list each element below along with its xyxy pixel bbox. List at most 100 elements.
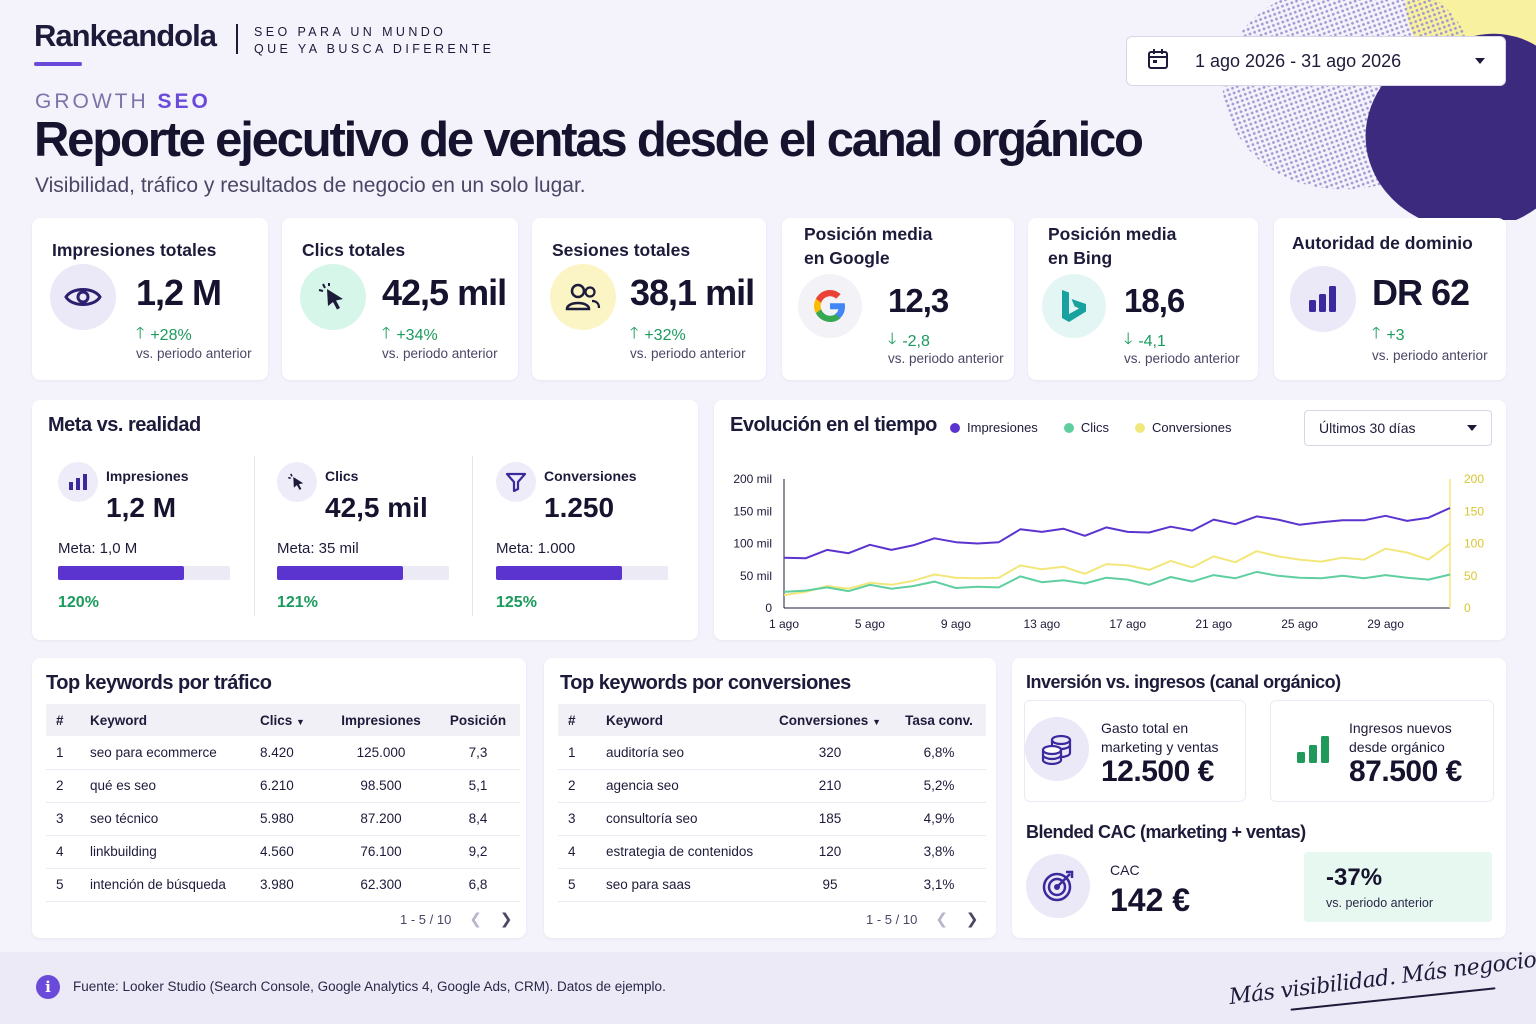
google-icon — [798, 274, 862, 338]
kpi-card-sessions: Sesiones totales 38,1 mil 🡑 +32% vs. peri… — [532, 218, 766, 380]
pagination-range: 1 - 5 / 10 — [866, 911, 918, 927]
table-cell: 120 — [768, 835, 892, 869]
table-cell: 1 — [558, 736, 596, 770]
table-cell: 5,2% — [892, 769, 986, 803]
table-cell: linkbuilding — [80, 835, 250, 869]
kpi-delta: 🡑 +34% — [382, 322, 438, 349]
table-header-row: # Keyword Conversiones ▼ Tasa conv. — [558, 704, 986, 736]
tagline: SEO PARA UN MUNDO QUE YA BUSCA DIFERENTE — [254, 24, 494, 58]
table-cell: 5.980 — [250, 802, 326, 836]
table-row[interactable]: 2 qué es seo 6.210 98.500 5,1 — [46, 769, 520, 803]
x-tick-label: 5 ago — [855, 617, 885, 631]
y-tick-label-right: 0 — [1464, 601, 1471, 615]
table-row[interactable]: 5 seo para saas 95 3,1% — [558, 868, 986, 902]
table-cell: 2 — [558, 769, 596, 803]
kpi-title: Impresiones totales — [52, 240, 217, 260]
col-clicks[interactable]: Clics ▼ — [250, 704, 326, 736]
chevron-down-icon — [1475, 58, 1485, 64]
table-cell: 87.200 — [326, 802, 436, 836]
kpi-title: Clics totales — [302, 240, 406, 260]
table-row[interactable]: 3 consultoría seo 185 4,9% — [558, 802, 986, 836]
users-icon — [550, 264, 616, 330]
table-row[interactable]: 3 seo técnico 5.980 87.200 8,4 — [46, 802, 520, 836]
table-cell: 76.100 — [326, 835, 436, 869]
info-icon[interactable]: i — [36, 975, 60, 999]
investment-card: Inversión vs. ingresos (canal orgánico) … — [1012, 658, 1506, 938]
coins-icon — [1025, 717, 1089, 781]
table-row[interactable]: 4 estrategia de contenidos 120 3,8% — [558, 835, 986, 869]
cac-delta: -37% — [1326, 864, 1383, 891]
divider — [254, 456, 255, 616]
table-cell: 95 — [768, 868, 892, 902]
footer: i Fuente: Looker Studio (Search Console,… — [0, 947, 1536, 1024]
goal-target: Meta: 1.000 — [496, 540, 576, 557]
arrow-up-icon: 🡑 — [382, 325, 391, 342]
goal-value: 1,2 M — [106, 492, 177, 523]
bar-chart-icon — [58, 462, 98, 502]
kpi-delta: 🡑 +3 — [1372, 322, 1405, 349]
table-cell: intención de búsqueda — [80, 868, 250, 902]
table-row[interactable]: 1 seo para ecommerce 8.420 125.000 7,3 — [46, 736, 520, 770]
col-conv-rate[interactable]: Tasa conv. — [905, 712, 973, 728]
chevron-down-icon — [1467, 425, 1477, 431]
date-range-picker[interactable]: 1 ago 2026 - 31 ago 2026 — [1126, 36, 1506, 86]
page-title: Reporte ejecutivo de ventas desde el can… — [34, 113, 1144, 167]
chevron-right-icon[interactable]: ❯ — [499, 911, 513, 928]
col-keyword[interactable]: Keyword — [606, 712, 664, 728]
kpi-card-impressions: Impresiones totales 1,2 M 🡑 +28% vs. peri… — [32, 218, 268, 380]
period-select[interactable]: Últimos 30 días — [1304, 410, 1492, 446]
table-row[interactable]: 5 intención de búsqueda 3.980 62.300 6,8 — [46, 868, 520, 902]
decorative-blob — [1206, 0, 1536, 220]
kpi-card-clicks: Clics totales 42,5 mil 🡑 +34% vs. periodo… — [282, 218, 518, 380]
evolution-chart: 0 50 mil 100 mil 150 mil 200 mil 0 50 100 150 200… — [733, 472, 1484, 631]
chevron-left-icon[interactable]: ❮ — [469, 911, 482, 928]
goal-target: Meta: 1,0 M — [58, 540, 138, 557]
revenue-value: 87.500 € — [1349, 755, 1462, 788]
goal-progress-bar — [58, 566, 230, 580]
x-tick-label: 29 ago — [1367, 617, 1404, 631]
col-conversions[interactable]: Conversiones ▼ — [768, 704, 892, 736]
table-cell: 8.420 — [250, 736, 326, 770]
col-impressions[interactable]: Impresiones — [341, 712, 421, 728]
chevron-left-icon[interactable]: ❮ — [935, 911, 948, 928]
cac-value: 142 € — [1110, 882, 1191, 918]
legend-item-clics[interactable]: Clics — [1063, 420, 1109, 435]
table-cell: 3 — [558, 802, 596, 836]
top-conversions-title: Top keywords por conversiones — [560, 672, 851, 694]
pagination-range: 1 - 5 / 10 — [400, 911, 452, 927]
page-subtitle: Visibilidad, tráfico y resultados de neg… — [35, 174, 586, 197]
col-position[interactable]: Posición — [449, 712, 507, 728]
table-cell: 3,8% — [892, 835, 986, 869]
table-cell: 62.300 — [326, 868, 436, 902]
legend-item-conversiones[interactable]: Conversiones — [1134, 420, 1231, 435]
legend-item-impresiones[interactable]: Impresiones — [950, 420, 1038, 435]
goal-progress-bar — [277, 566, 449, 580]
kpi-title: Autoridad de dominio — [1292, 233, 1473, 253]
table-cell: seo para saas — [596, 868, 768, 902]
kpi-card-google-position: Posición media en Google 12,3 🡓 -2,8 vs. p… — [782, 218, 1014, 380]
y-tick-label-left: 150 mil — [733, 504, 772, 518]
col-keyword[interactable]: Keyword — [90, 712, 148, 728]
table-row[interactable]: 1 auditoría seo 320 6,8% — [558, 736, 986, 770]
goals-title: Meta vs. realidad — [48, 414, 201, 436]
goal-target: Meta: 35 mil — [277, 540, 359, 557]
kpi-delta-value: +34% — [396, 326, 438, 344]
table-row[interactable]: 2 agencia seo 210 5,2% — [558, 769, 986, 803]
table-cell: 7,3 — [436, 736, 520, 770]
table-cell: 4,9% — [892, 802, 986, 836]
kpi-value: 38,1 mil — [630, 272, 755, 313]
y-tick-label-left: 200 mil — [733, 472, 772, 486]
y-tick-label-left: 0 — [765, 601, 772, 615]
table-cell: 98.500 — [326, 769, 436, 803]
table-row[interactable]: 4 linkbuilding 4.560 76.100 9,2 — [46, 835, 520, 869]
funnel-icon — [496, 462, 536, 502]
y-tick-label-right: 200 — [1464, 472, 1484, 486]
bar-chart-icon — [1290, 266, 1356, 332]
arrow-down-icon: 🡓 — [888, 331, 897, 348]
table-cell: 3 — [46, 802, 80, 836]
kpi-value: DR 62 — [1372, 272, 1470, 313]
legend-dot — [1134, 422, 1145, 433]
chevron-right-icon[interactable]: ❯ — [965, 911, 979, 928]
period-value: Últimos 30 días — [1319, 420, 1416, 436]
table-cell: 3,1% — [892, 868, 986, 902]
